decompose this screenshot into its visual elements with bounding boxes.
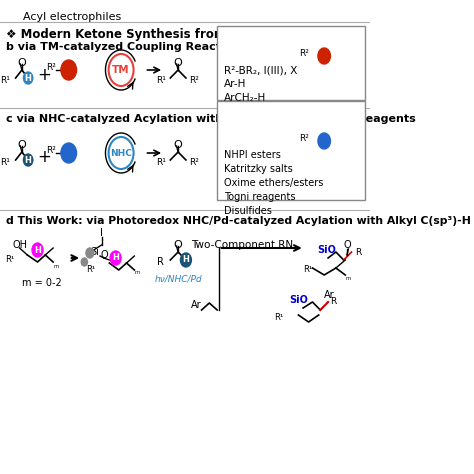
Text: R¹: R¹	[156, 75, 165, 84]
Text: H: H	[34, 246, 41, 255]
Text: Acyl electrophiles: Acyl electrophiles	[23, 12, 122, 22]
Text: c via NHC-catalyzed Acylation with Activated Alkylation Reagents: c via NHC-catalyzed Acylation with Activ…	[6, 114, 416, 124]
Text: R¹: R¹	[303, 265, 312, 274]
Circle shape	[32, 243, 43, 257]
Text: O: O	[18, 140, 26, 150]
Text: d This Work: via Photoredox NHC/Pd-catalyzed Acylation with Alkyl C(sp³)-H: d This Work: via Photoredox NHC/Pd-catal…	[6, 216, 471, 226]
Text: NHPI esters: NHPI esters	[224, 150, 281, 160]
Text: O: O	[174, 240, 182, 250]
Text: b via TM-catalyzed Coupling Reaction: b via TM-catalyzed Coupling Reaction	[6, 42, 240, 52]
Circle shape	[110, 251, 121, 265]
Text: I: I	[100, 228, 103, 238]
Text: Disulfides: Disulfides	[224, 206, 272, 216]
Circle shape	[61, 143, 77, 163]
Text: R²: R²	[189, 75, 199, 84]
Text: TM: TM	[112, 65, 130, 75]
Text: O: O	[174, 140, 182, 150]
Text: SiO: SiO	[289, 295, 308, 305]
Text: R¹: R¹	[274, 313, 283, 322]
Text: ₘ: ₘ	[134, 267, 140, 276]
Text: ₘ: ₘ	[345, 273, 351, 282]
Text: R²: R²	[189, 157, 199, 166]
Text: R²: R²	[46, 63, 56, 72]
FancyBboxPatch shape	[217, 101, 365, 200]
Text: R¹: R¹	[0, 75, 10, 84]
Circle shape	[61, 60, 77, 80]
Text: R: R	[157, 257, 164, 267]
FancyBboxPatch shape	[217, 26, 365, 100]
Circle shape	[23, 154, 33, 166]
Text: R¹: R¹	[86, 265, 95, 274]
Text: OH: OH	[12, 240, 27, 250]
Text: H: H	[25, 73, 32, 82]
Circle shape	[318, 133, 330, 149]
Text: Two-Component RN: Two-Component RN	[191, 240, 293, 250]
Text: Oxime ethers/esters: Oxime ethers/esters	[224, 178, 324, 188]
Text: Katritzky salts: Katritzky salts	[224, 164, 293, 174]
Text: H: H	[182, 255, 189, 264]
Text: O: O	[18, 58, 26, 68]
Text: H: H	[25, 155, 32, 164]
Text: R²: R²	[46, 146, 56, 155]
Text: ❖ Modern Ketone Synthesis from Aldehydes (b-d): ❖ Modern Ketone Synthesis from Aldehydes…	[6, 28, 336, 41]
Circle shape	[181, 253, 191, 267]
Text: NHC: NHC	[110, 148, 132, 157]
Text: Ar: Ar	[324, 290, 335, 300]
Text: +: +	[37, 148, 52, 166]
Text: R¹: R¹	[156, 157, 165, 166]
Circle shape	[318, 48, 330, 64]
Text: ArCH₂-H: ArCH₂-H	[224, 93, 266, 103]
Text: O: O	[344, 240, 351, 250]
Text: Ar: Ar	[191, 300, 202, 310]
Circle shape	[23, 72, 33, 84]
Text: R²-BR₂, I(III), X: R²-BR₂, I(III), X	[224, 65, 298, 75]
Text: R: R	[356, 247, 362, 256]
Text: O: O	[100, 250, 108, 260]
Text: R¹: R¹	[5, 255, 14, 264]
Text: Ar-H: Ar-H	[224, 79, 246, 89]
Text: hν/NHC/Pd: hν/NHC/Pd	[155, 275, 202, 284]
Text: +: +	[37, 66, 52, 84]
Text: Si: Si	[91, 247, 100, 257]
Text: SiO: SiO	[317, 245, 336, 255]
Text: Togni reagents: Togni reagents	[224, 192, 296, 202]
Text: m = 0-2: m = 0-2	[22, 278, 62, 288]
Text: H: H	[112, 254, 119, 263]
Text: R¹: R¹	[0, 157, 10, 166]
Text: R²: R²	[299, 134, 309, 143]
Text: ₘ: ₘ	[53, 261, 58, 270]
Text: R: R	[329, 298, 336, 307]
Text: R²: R²	[299, 48, 309, 57]
Circle shape	[81, 258, 88, 266]
Text: O: O	[174, 58, 182, 68]
Circle shape	[86, 248, 94, 258]
